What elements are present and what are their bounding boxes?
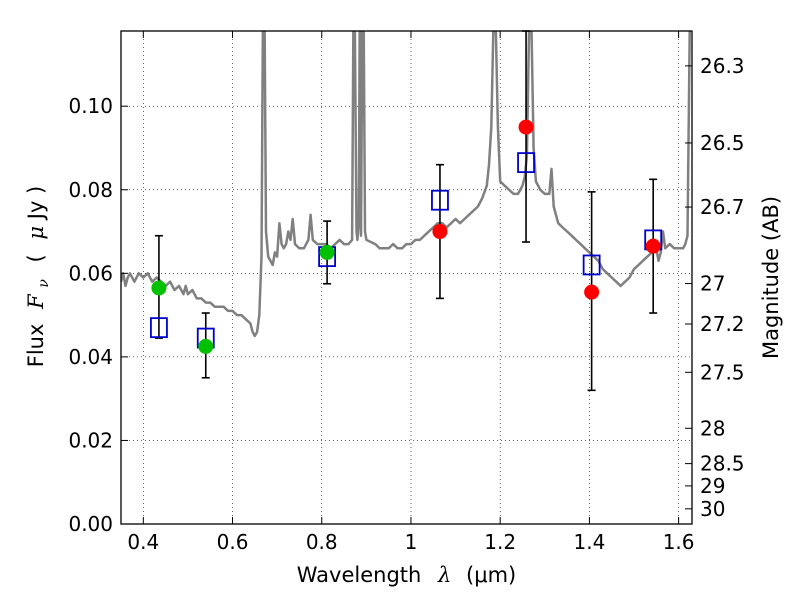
y-axis-label-unit-open: ( (24, 254, 48, 262)
y-axis-label-unit-rest: Jy ) (24, 186, 48, 222)
data-markers (150, 119, 663, 354)
x-tick-label: 1 (405, 530, 418, 554)
y-tick-label: 0.04 (68, 345, 113, 369)
y2-tick-label: 28.5 (700, 452, 745, 476)
y-axis-label-subscript: ν (36, 279, 52, 288)
y-tick-label: 0.00 (68, 512, 113, 536)
x-axis-label: Wavelength λ (μm) (297, 563, 516, 587)
x-tick-label: 0.4 (127, 530, 159, 554)
y2-tick-label: 26.3 (700, 54, 745, 78)
y2-tick-label: 27.2 (700, 312, 745, 336)
y-tick-label: 0.06 (68, 261, 113, 285)
y2-tick-label: 27 (700, 272, 725, 296)
observed-point-marker (518, 119, 534, 135)
x-tick-label: 0.8 (306, 530, 338, 554)
observed-point-marker (645, 238, 661, 254)
y-axis-label-symbol: F (24, 293, 48, 310)
y-tick-label: 0.08 (68, 178, 113, 202)
spectrum-line (121, 31, 691, 338)
y2-tick-label: 29 (700, 474, 725, 498)
model-square-marker (150, 317, 168, 339)
y-axis-label-unit-mu: μ (24, 226, 48, 240)
observed-point-marker (432, 224, 448, 240)
x-axis-label-text: Wavelength (297, 563, 422, 587)
x-tick-label: 1.6 (663, 530, 695, 554)
x-tick-label: 1.4 (573, 530, 605, 554)
x-axis-label-unit: (μm) (466, 563, 516, 587)
y2-axis-label: Magnitude (AB) (759, 196, 783, 359)
model-square-marker (582, 254, 601, 276)
observed-point-marker (584, 284, 600, 300)
model-square-marker (517, 152, 535, 174)
model-square-marker (431, 189, 449, 211)
axis-ticks: 0.4 0.6 0.8 1 1.2 1.4 1.6 0.00 0.02 0.04 0.06 0.08 0… (68, 31, 745, 554)
observed-point-marker (319, 244, 335, 260)
x-tick-label: 0.6 (217, 530, 249, 554)
x-axis-label-symbol: λ (437, 563, 451, 587)
observed-point-marker (151, 280, 167, 296)
y-tick-label: 0.10 (68, 94, 113, 118)
observed-point-marker (198, 338, 214, 354)
plot-frame (120, 30, 693, 525)
x-tick-label: 1.2 (484, 530, 516, 554)
y-axis-label-text: Flux (24, 324, 48, 368)
y2-tick-label: 27.5 (700, 360, 745, 384)
y2-tick-label: 26.5 (700, 131, 745, 155)
y-axis-label: Flux F ν ( μ Jy ) (24, 186, 53, 368)
y2-tick-label: 28 (700, 416, 725, 440)
y2-tick-label: 30 (700, 497, 725, 521)
spectrum-series (121, 31, 691, 338)
y2-tick-label: 26.7 (700, 195, 745, 219)
y-tick-label: 0.02 (68, 428, 113, 452)
